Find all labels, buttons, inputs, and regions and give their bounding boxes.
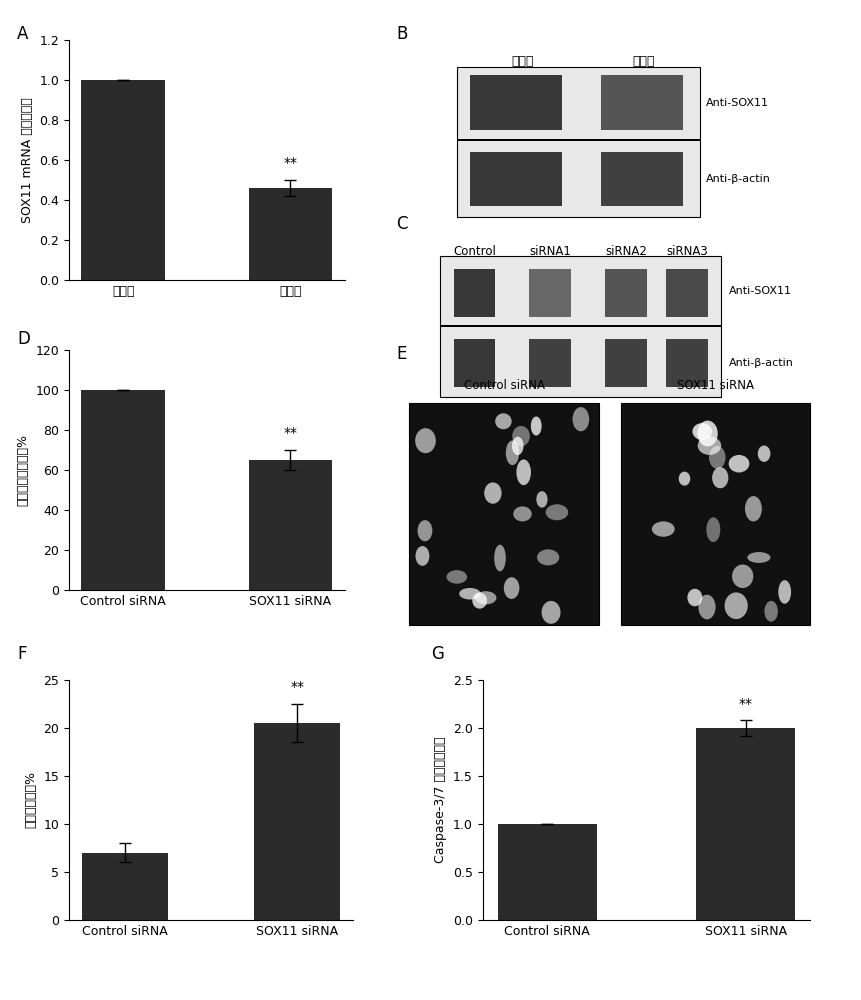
FancyBboxPatch shape	[453, 269, 495, 317]
FancyBboxPatch shape	[470, 75, 561, 130]
Text: Anti-β-actin: Anti-β-actin	[728, 358, 792, 368]
Text: Anti-SOX11: Anti-SOX11	[705, 98, 768, 108]
Ellipse shape	[709, 446, 725, 469]
Ellipse shape	[484, 482, 501, 504]
FancyBboxPatch shape	[620, 403, 809, 625]
Text: D: D	[17, 330, 30, 348]
Ellipse shape	[764, 601, 777, 622]
Text: Control siRNA: Control siRNA	[463, 379, 544, 392]
Ellipse shape	[697, 595, 715, 619]
Ellipse shape	[536, 549, 559, 565]
Ellipse shape	[494, 413, 511, 429]
FancyBboxPatch shape	[440, 325, 720, 327]
Text: Control: Control	[453, 245, 495, 258]
Ellipse shape	[472, 593, 486, 609]
Ellipse shape	[691, 423, 711, 440]
Text: 对照组: 对照组	[511, 55, 533, 68]
Text: A: A	[17, 25, 28, 43]
Text: F: F	[17, 645, 27, 663]
Ellipse shape	[512, 506, 531, 521]
Text: **: **	[738, 697, 752, 711]
Ellipse shape	[728, 455, 748, 472]
Ellipse shape	[572, 407, 589, 431]
Text: siRNA2: siRNA2	[604, 245, 647, 258]
Ellipse shape	[746, 552, 770, 563]
Ellipse shape	[731, 565, 753, 588]
Ellipse shape	[697, 421, 717, 446]
Text: B: B	[396, 25, 407, 43]
Text: **: **	[283, 426, 297, 440]
Text: siRNA1: siRNA1	[529, 245, 571, 258]
Ellipse shape	[503, 577, 519, 599]
FancyBboxPatch shape	[601, 75, 683, 130]
Ellipse shape	[686, 589, 702, 606]
FancyBboxPatch shape	[409, 403, 598, 625]
Text: E: E	[396, 345, 406, 363]
FancyBboxPatch shape	[604, 339, 647, 387]
FancyBboxPatch shape	[666, 339, 707, 387]
FancyBboxPatch shape	[453, 339, 495, 387]
Ellipse shape	[545, 504, 567, 520]
Ellipse shape	[417, 520, 432, 541]
Ellipse shape	[511, 437, 523, 455]
Text: G: G	[430, 645, 443, 663]
FancyBboxPatch shape	[470, 152, 561, 206]
Bar	[82, 390, 165, 590]
Ellipse shape	[724, 592, 746, 619]
Ellipse shape	[446, 570, 467, 584]
Text: C: C	[396, 215, 407, 233]
FancyBboxPatch shape	[666, 269, 707, 317]
Ellipse shape	[541, 601, 560, 624]
FancyBboxPatch shape	[456, 139, 699, 141]
FancyBboxPatch shape	[529, 269, 571, 317]
Y-axis label: Caspase-3/7 相对活性分析: Caspase-3/7 相对活性分析	[434, 737, 447, 863]
Y-axis label: 细胞凋亡比率%: 细胞凋亡比率%	[25, 772, 38, 828]
Ellipse shape	[697, 436, 721, 455]
Y-axis label: 细胞相对活性分析%: 细胞相对活性分析%	[16, 434, 30, 506]
Ellipse shape	[511, 426, 530, 446]
Ellipse shape	[678, 472, 690, 486]
Text: **: **	[283, 156, 297, 170]
Ellipse shape	[505, 440, 518, 465]
FancyBboxPatch shape	[601, 152, 683, 206]
Bar	[82, 853, 168, 920]
Ellipse shape	[415, 546, 429, 566]
Bar	[696, 728, 795, 920]
Ellipse shape	[459, 588, 480, 600]
FancyBboxPatch shape	[456, 67, 699, 217]
Bar	[254, 723, 340, 920]
Ellipse shape	[474, 591, 496, 604]
Ellipse shape	[493, 545, 505, 571]
Ellipse shape	[516, 459, 530, 485]
Ellipse shape	[711, 467, 728, 488]
Ellipse shape	[757, 446, 770, 462]
FancyBboxPatch shape	[440, 256, 720, 397]
Text: Anti-β-actin: Anti-β-actin	[705, 174, 770, 184]
Ellipse shape	[705, 517, 720, 542]
Bar	[248, 188, 331, 280]
Text: 高糖组: 高糖组	[632, 55, 654, 68]
Ellipse shape	[536, 491, 547, 508]
Text: SOX11 siRNA: SOX11 siRNA	[676, 379, 753, 392]
Ellipse shape	[530, 416, 541, 436]
Ellipse shape	[415, 428, 436, 453]
Bar	[82, 80, 165, 280]
FancyBboxPatch shape	[604, 269, 647, 317]
FancyBboxPatch shape	[529, 339, 571, 387]
Ellipse shape	[777, 580, 790, 604]
Bar	[248, 460, 331, 590]
Ellipse shape	[744, 496, 761, 521]
Ellipse shape	[651, 521, 674, 537]
Bar	[497, 824, 596, 920]
Text: **: **	[290, 680, 304, 694]
Y-axis label: SOX11 mRNA 相对表达量: SOX11 mRNA 相对表达量	[21, 97, 34, 223]
Text: siRNA3: siRNA3	[666, 245, 707, 258]
Text: Anti-SOX11: Anti-SOX11	[728, 286, 790, 296]
